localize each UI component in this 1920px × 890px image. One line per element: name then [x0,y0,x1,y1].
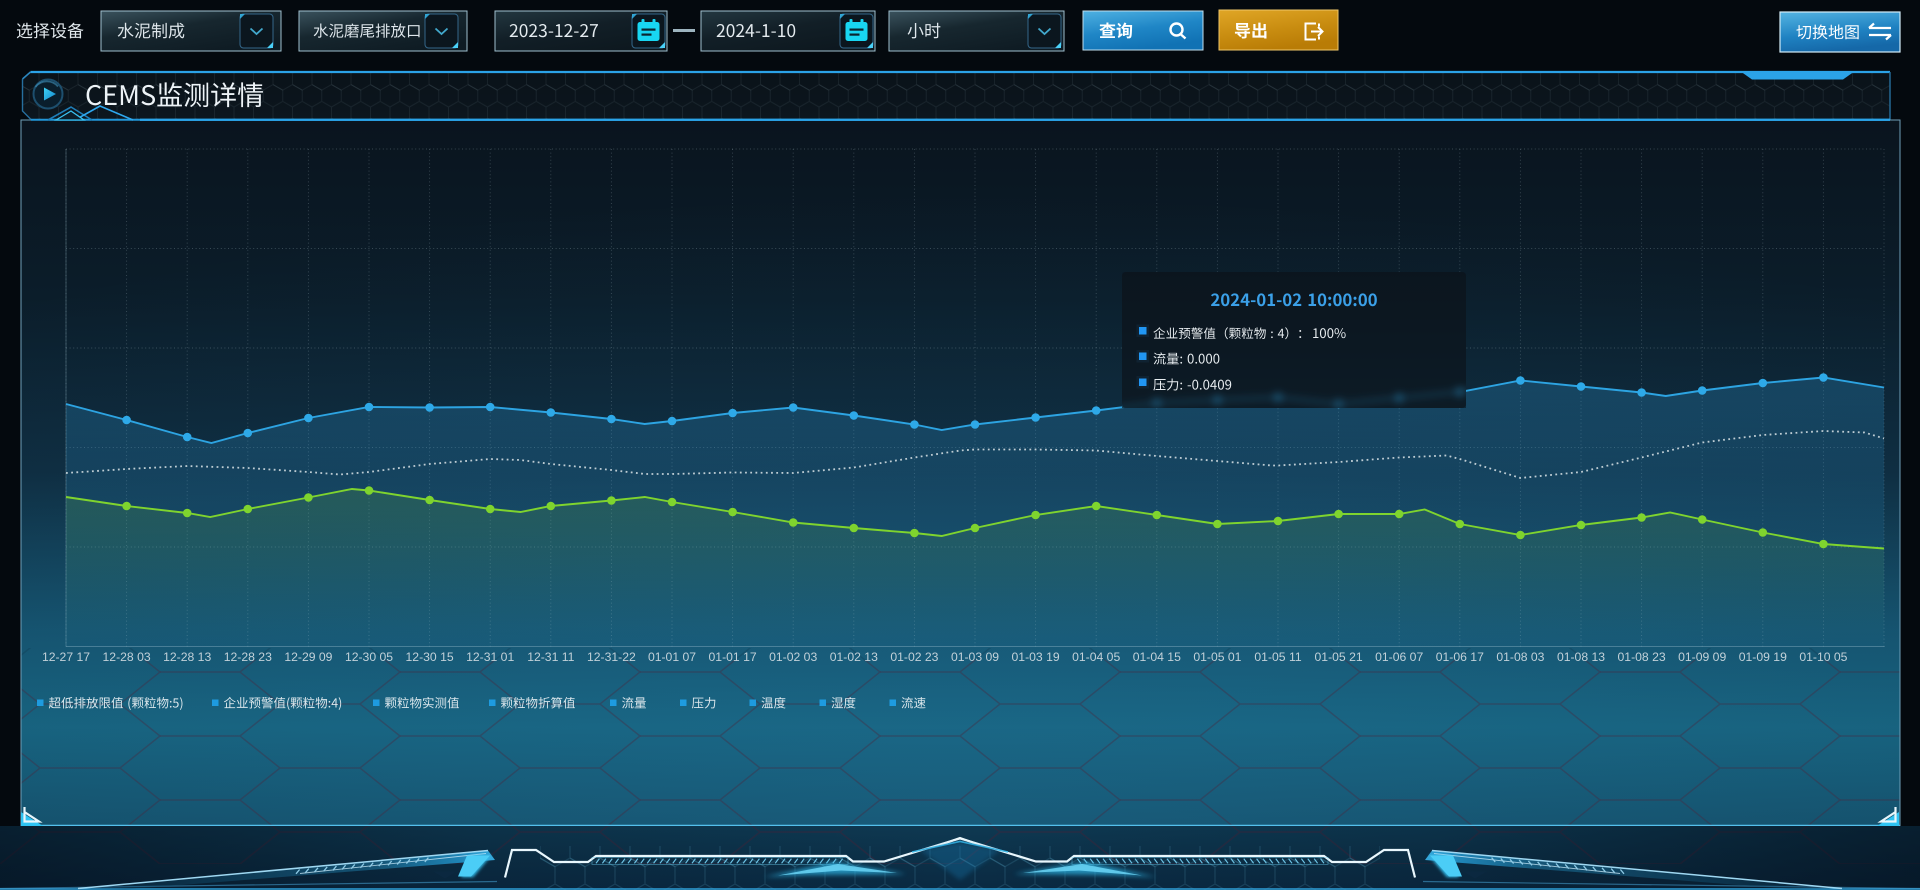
svg-text:01-08 13: 01-08 13 [1557,650,1605,664]
svg-text:01-06 17: 01-06 17 [1436,650,1484,664]
svg-text:12-31-22: 12-31-22 [587,650,636,664]
svg-text:01-03 19: 01-03 19 [1012,650,1060,664]
svg-text:12-28 13: 12-28 13 [163,650,211,664]
svg-text:01-04 15: 01-04 15 [1133,650,1181,664]
svg-text:01-02 23: 01-02 23 [890,650,938,664]
svg-text:01-05 21: 01-05 21 [1315,650,1363,664]
svg-text:01-02 13: 01-02 13 [830,650,878,664]
svg-text:01-06 07: 01-06 07 [1375,650,1423,664]
svg-text:01-03 09: 01-03 09 [951,650,999,664]
svg-text:01-05 01: 01-05 01 [1193,650,1241,664]
svg-text:01-08 03: 01-08 03 [1496,650,1544,664]
svg-text:12-31 11: 12-31 11 [527,650,574,664]
svg-text:12-30 15: 12-30 15 [406,650,454,664]
svg-text:01-02 03: 01-02 03 [769,650,817,664]
svg-text:01-09 09: 01-09 09 [1678,650,1726,664]
svg-text:12-28 23: 12-28 23 [224,650,272,664]
svg-text:01-10 05: 01-10 05 [1799,650,1847,664]
svg-text:01-04 05: 01-04 05 [1072,650,1120,664]
svg-text:01-09 19: 01-09 19 [1739,650,1787,664]
svg-text:01-08 23: 01-08 23 [1618,650,1666,664]
svg-text:01-01 07: 01-01 07 [648,650,696,664]
svg-text:12-29 09: 12-29 09 [284,650,332,664]
svg-text:01-05 11: 01-05 11 [1254,650,1301,664]
svg-text:12-27 17: 12-27 17 [42,650,90,664]
svg-text:12-30 05: 12-30 05 [345,650,393,664]
svg-text:01-01 17: 01-01 17 [709,650,757,664]
svg-text:12-31 01: 12-31 01 [466,650,514,664]
svg-text:12-28 03: 12-28 03 [103,650,151,664]
